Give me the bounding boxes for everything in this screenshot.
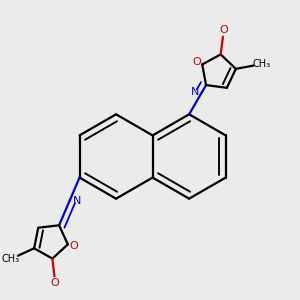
Text: CH₃: CH₃ (252, 59, 271, 69)
Text: O: O (70, 241, 79, 250)
Text: CH₃: CH₃ (2, 254, 20, 264)
Text: O: O (192, 57, 201, 67)
Text: N: N (190, 87, 199, 98)
Text: O: O (51, 278, 60, 288)
Text: O: O (219, 25, 228, 35)
Text: N: N (73, 196, 81, 206)
